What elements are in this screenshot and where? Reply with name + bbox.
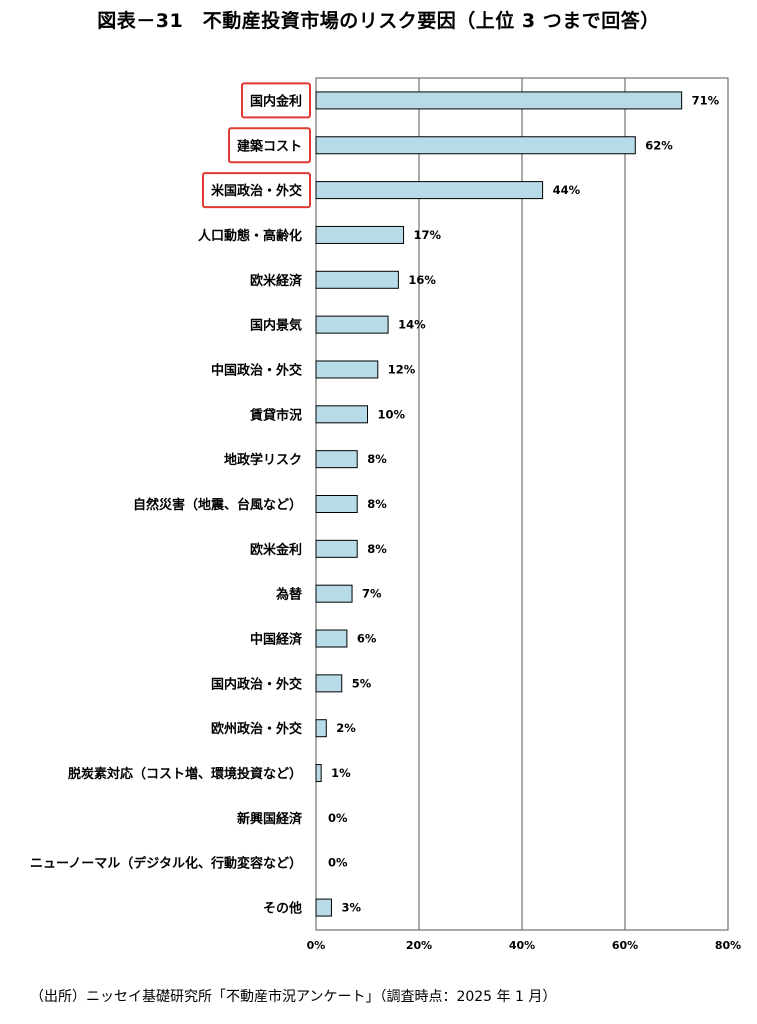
bar (315, 181, 544, 200)
data-label: 17% (414, 228, 442, 242)
category-label: 建築コスト (237, 138, 302, 154)
data-label: 71% (692, 93, 720, 107)
bar (315, 764, 322, 783)
bar (315, 91, 683, 110)
data-label: 7% (362, 587, 382, 601)
highlight-box (227, 127, 311, 164)
category-label: 人口動態・高齢化 (198, 228, 302, 244)
category-label: ニューノーマル（デジタル化、行動変容など） (30, 856, 302, 872)
bar (315, 360, 379, 379)
category-label: 新興国経済 (237, 811, 303, 827)
category-label: 為替 (276, 587, 303, 603)
bar (315, 225, 405, 244)
data-label: 8% (367, 542, 387, 556)
data-label: 14% (398, 318, 426, 332)
category-label: 地政学リスク (224, 452, 302, 468)
bar (315, 315, 389, 334)
bar (315, 495, 358, 513)
data-label: 8% (367, 452, 387, 466)
category-label: 国内政治・外交 (211, 676, 302, 692)
data-label: 2% (336, 721, 356, 735)
category-label: 中国経済 (250, 632, 303, 648)
x-tick-label: 60% (612, 939, 638, 952)
bar (315, 405, 368, 424)
data-label: 3% (341, 901, 361, 915)
category-label: 欧州政治・外交 (211, 721, 302, 737)
bar (315, 136, 636, 155)
x-tick-label: 80% (715, 939, 741, 952)
data-label: 1% (331, 766, 351, 780)
bar-chart: 0% 20% 40% 60% 80% 71% 国内金利 62% 建築コスト 44% 米国政治・外交 1… (30, 77, 741, 952)
data-label: 8% (367, 497, 387, 511)
bar (315, 629, 348, 648)
data-label: 0% (328, 856, 348, 870)
x-tick-label: 20% (406, 939, 432, 952)
data-label: 62% (645, 138, 673, 152)
bar (315, 539, 358, 558)
category-label: 脱炭素対応（コスト増、環境投資など） (68, 766, 302, 782)
category-label: 賃貸市況 (249, 407, 302, 423)
bar (315, 674, 343, 693)
data-label: 44% (553, 183, 581, 197)
chart-title: 図表－31 不動産投資市場のリスク要因（上位 3 つまで回答） (97, 10, 660, 32)
category-label: 欧米経済 (250, 273, 303, 289)
highlight-box (201, 172, 311, 209)
data-label: 16% (408, 273, 436, 287)
bar (315, 584, 353, 603)
bar (315, 270, 399, 289)
category-label: 欧米金利 (250, 542, 302, 558)
data-label: 12% (388, 362, 416, 376)
bar (315, 450, 358, 469)
category-label: 国内金利 (250, 93, 302, 109)
x-tick-label: 40% (509, 939, 535, 952)
category-label: 国内景気 (250, 318, 302, 334)
data-label: 6% (357, 632, 377, 646)
category-label: その他 (263, 901, 302, 917)
bar (315, 898, 332, 917)
data-label: 10% (378, 407, 406, 421)
category-label: 米国政治・外交 (211, 183, 302, 199)
category-label: 中国政治・外交 (211, 362, 302, 378)
highlight-box (240, 82, 311, 119)
data-label: 0% (328, 811, 348, 825)
bar (315, 719, 327, 738)
data-label: 5% (352, 676, 372, 690)
category-label: 自然災害（地震、台風など） (133, 497, 302, 513)
source-note: （出所）ニッセイ基礎研究所「不動産市況アンケート」（調査時点：2025 年 1 … (30, 989, 557, 1005)
x-tick-label: 0% (307, 939, 326, 952)
